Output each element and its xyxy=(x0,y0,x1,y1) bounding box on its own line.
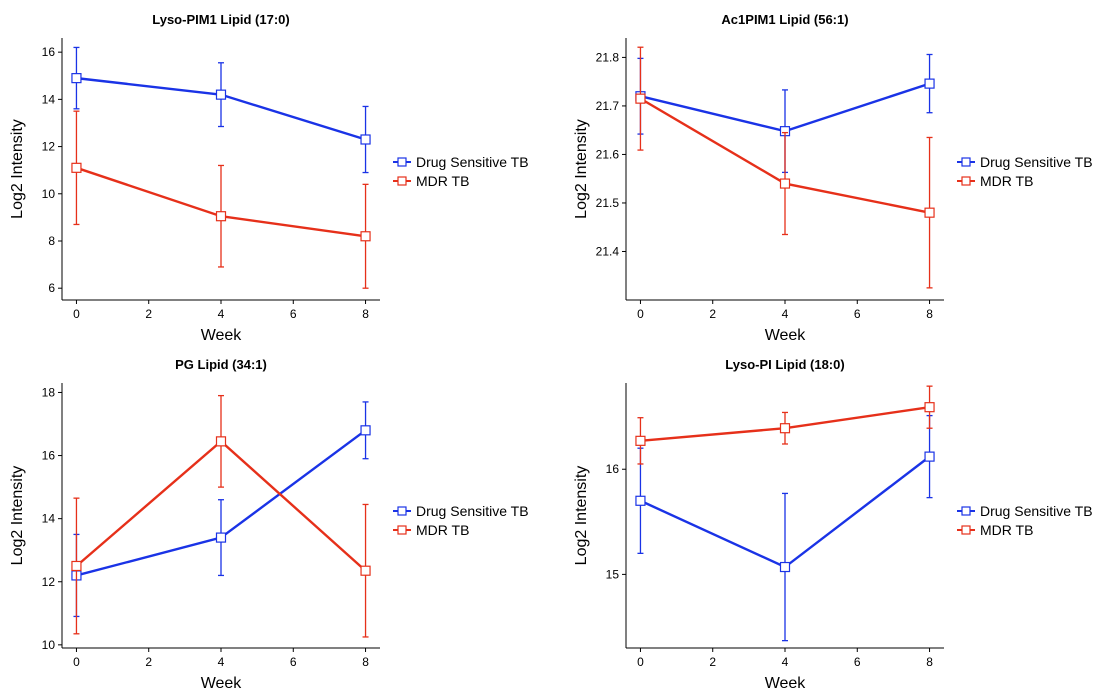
x-tick-label: 4 xyxy=(218,307,225,321)
x-tick-label: 0 xyxy=(73,307,80,321)
y-tick-label: 8 xyxy=(48,234,55,248)
x-tick-label: 6 xyxy=(290,655,297,669)
chart-title: PG Lipid (34:1) xyxy=(175,357,267,372)
legend-key-marker xyxy=(397,525,407,535)
legend-key-marker xyxy=(961,157,971,167)
y-axis-label: Log2 Intensity xyxy=(9,466,26,566)
data-point-marker xyxy=(360,565,371,576)
y-tick-label: 18 xyxy=(42,385,56,399)
x-tick-label: 2 xyxy=(709,655,716,669)
chart-title: Lyso-PI Lipid (18:0) xyxy=(725,357,844,372)
x-tick-label: 0 xyxy=(637,307,644,321)
legend-label: MDR TB xyxy=(416,173,469,189)
series-mdr-tb xyxy=(635,46,935,289)
x-tick-label: 2 xyxy=(709,307,716,321)
legend-label: Drug Sensitive TB xyxy=(416,503,529,519)
data-point-marker xyxy=(779,178,791,189)
y-tick-label: 21.7 xyxy=(596,99,620,113)
x-tick-label: 4 xyxy=(218,655,225,669)
chart-panel-2: Ac1PIM1 Lipid (56:1) 0 2 4 6 8 21.4 21.5 21.6 21.… xyxy=(573,12,1093,344)
y-axis-label: Log2 Intensity xyxy=(573,119,590,219)
legend-key-marker xyxy=(397,176,407,186)
chart-panel-1: Lyso-PIM1 Lipid (17:0) 0 2 4 6 8 6 8 10 12 14 16 Wee… xyxy=(9,12,529,344)
legend-label: Drug Sensitive TB xyxy=(980,154,1093,170)
x-tick-label: 8 xyxy=(926,655,933,669)
series-mdr-tb xyxy=(71,110,371,289)
y-tick-label: 10 xyxy=(42,187,56,201)
x-tick-label: 6 xyxy=(290,307,297,321)
y-tick-label: 12 xyxy=(42,575,56,589)
data-point-marker xyxy=(360,231,371,242)
legend-key-marker xyxy=(397,506,407,516)
x-tick-label: 4 xyxy=(782,307,789,321)
y-tick-label: 21.5 xyxy=(596,196,620,210)
legend-label: Drug Sensitive TB xyxy=(416,154,529,170)
series-mdr-tb xyxy=(71,394,371,638)
y-tick-label: 10 xyxy=(42,638,56,652)
y-tick-label: 6 xyxy=(48,281,55,295)
x-tick-label: 2 xyxy=(145,655,152,669)
data-point-marker xyxy=(215,532,227,543)
x-tick-label: 8 xyxy=(926,307,933,321)
data-point-marker xyxy=(71,560,82,572)
legend-key-marker xyxy=(961,176,971,186)
y-tick-label: 15 xyxy=(606,567,620,581)
x-axis-label: Week xyxy=(765,327,807,344)
data-point-marker xyxy=(71,73,82,84)
y-tick-label: 14 xyxy=(42,512,56,526)
data-point-marker xyxy=(924,78,935,89)
x-axis-label: Week xyxy=(201,675,243,692)
data-point-marker xyxy=(71,162,82,173)
x-tick-label: 6 xyxy=(854,655,861,669)
data-point-marker xyxy=(360,425,371,436)
y-tick-label: 14 xyxy=(42,92,56,106)
x-tick-label: 2 xyxy=(145,307,152,321)
x-tick-label: 8 xyxy=(362,307,369,321)
chart-title: Ac1PIM1 Lipid (56:1) xyxy=(721,12,848,27)
x-tick-label: 0 xyxy=(73,655,80,669)
data-point-marker xyxy=(924,451,935,462)
series-mdr-tb xyxy=(635,385,935,465)
y-tick-label: 16 xyxy=(42,45,56,59)
x-tick-label: 8 xyxy=(362,655,369,669)
legend-key-marker xyxy=(961,506,971,516)
data-point-marker xyxy=(215,436,227,447)
data-point-marker xyxy=(215,211,227,222)
data-point-marker xyxy=(215,89,227,100)
data-point-marker xyxy=(779,423,791,434)
data-point-marker xyxy=(924,402,935,413)
data-point-marker xyxy=(635,93,646,104)
y-tick-label: 16 xyxy=(42,449,56,463)
x-axis-label: Week xyxy=(765,675,807,692)
y-tick-label: 21.8 xyxy=(596,50,620,64)
legend-label: MDR TB xyxy=(980,522,1033,538)
x-tick-label: 0 xyxy=(637,655,644,669)
series-drug-sensitive-tb xyxy=(635,414,935,642)
chart-panel-3: PG Lipid (34:1) 0 2 4 6 8 10 12 14 16 18 Week Log2 I… xyxy=(9,357,529,692)
y-tick-label: 21.4 xyxy=(596,244,620,258)
series-drug-sensitive-tb xyxy=(71,46,371,174)
chart-panel-4: Lyso-PI Lipid (18:0) 0 2 4 6 8 15 16 Week Log2 In… xyxy=(573,357,1093,692)
x-tick-label: 6 xyxy=(854,307,861,321)
data-point-marker xyxy=(360,134,371,145)
y-tick-label: 12 xyxy=(42,140,56,154)
x-tick-label: 4 xyxy=(782,655,789,669)
x-axis-label: Week xyxy=(201,327,243,344)
legend-label: MDR TB xyxy=(980,173,1033,189)
y-tick-label: 16 xyxy=(606,462,620,476)
legend-label: MDR TB xyxy=(416,522,469,538)
y-axis-label: Log2 Intensity xyxy=(9,119,26,219)
data-point-marker xyxy=(779,561,791,573)
legend-label: Drug Sensitive TB xyxy=(980,503,1093,519)
y-tick-label: 21.6 xyxy=(596,147,620,161)
data-point-marker xyxy=(635,435,646,446)
data-point-marker xyxy=(924,207,935,218)
chart-title: Lyso-PIM1 Lipid (17:0) xyxy=(152,12,289,27)
data-point-marker xyxy=(635,495,646,506)
legend-key-marker xyxy=(397,157,407,167)
y-axis-label: Log2 Intensity xyxy=(573,466,590,566)
legend-key-marker xyxy=(961,525,971,535)
